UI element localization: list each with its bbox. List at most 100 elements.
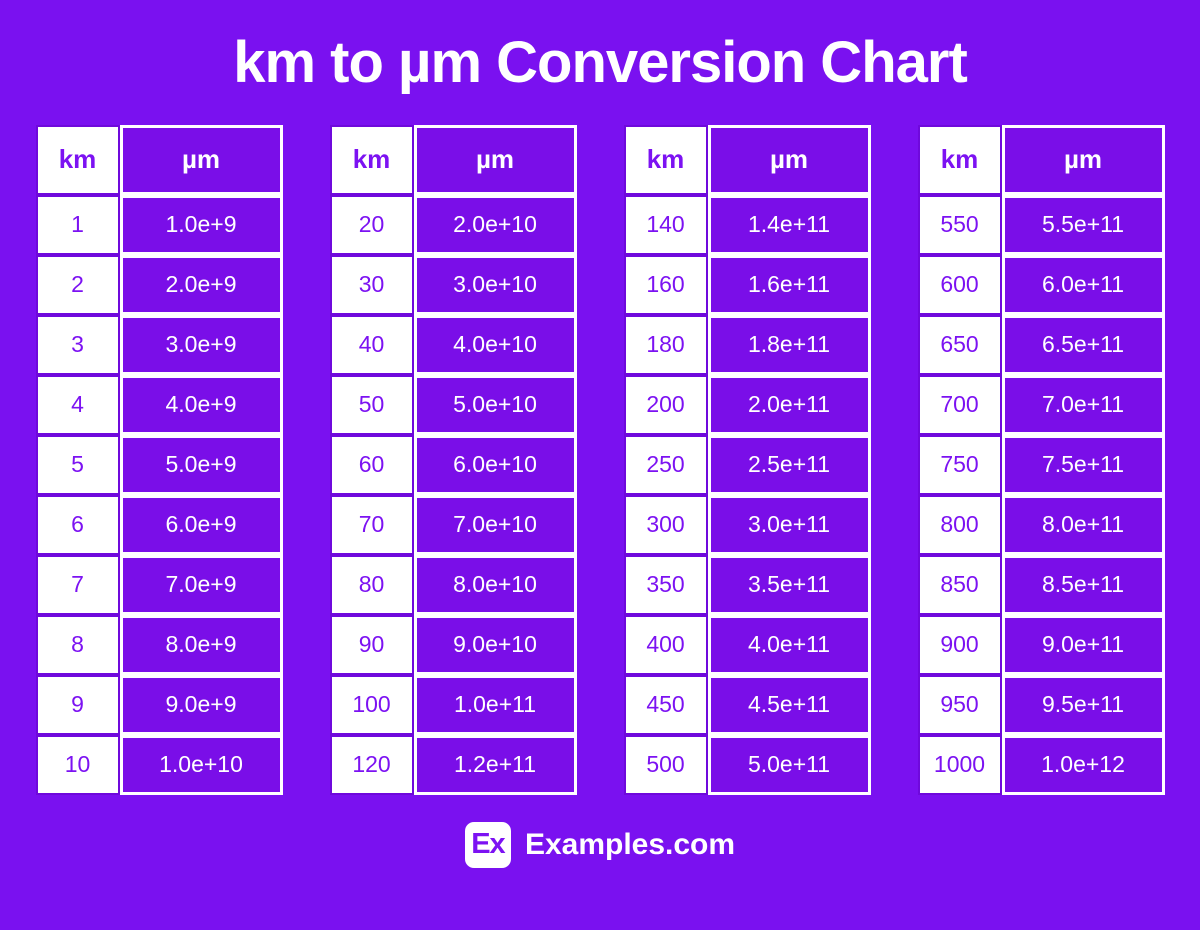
table-row: 550 5.5e+11 — [917, 194, 1165, 255]
table-row: 400 4.0e+11 — [623, 614, 871, 675]
km-value-cell: 180 — [623, 314, 708, 375]
um-column-header: µm — [119, 124, 283, 195]
table-row: 10 1.0e+10 — [35, 734, 283, 795]
conversion-table: km µm 1 1.0e+9 2 2.0e+9 3 3.0e+9 4 4.0e+9 5 5.0e+… — [35, 124, 283, 795]
km-value-cell: 350 — [623, 554, 708, 615]
table-row: 90 9.0e+10 — [329, 614, 577, 675]
um-value-cell: 1.0e+9 — [119, 194, 283, 255]
um-value-cell: 1.8e+11 — [707, 314, 871, 375]
km-column-header: km — [917, 124, 1002, 195]
km-value-cell: 90 — [329, 614, 414, 675]
um-value-cell: 9.5e+11 — [1001, 674, 1165, 735]
um-value-cell: 4.0e+9 — [119, 374, 283, 435]
km-value-cell: 950 — [917, 674, 1002, 735]
um-value-cell: 9.0e+11 — [1001, 614, 1165, 675]
um-column-header: µm — [707, 124, 871, 195]
um-value-cell: 1.0e+10 — [119, 734, 283, 795]
km-value-cell: 9 — [35, 674, 120, 735]
um-value-cell: 5.0e+10 — [413, 374, 577, 435]
table-row: 160 1.6e+11 — [623, 254, 871, 315]
um-value-cell: 6.0e+10 — [413, 434, 577, 495]
um-column-header: µm — [1001, 124, 1165, 195]
table-row: 180 1.8e+11 — [623, 314, 871, 375]
table-row: 8 8.0e+9 — [35, 614, 283, 675]
km-value-cell: 450 — [623, 674, 708, 735]
km-value-cell: 650 — [917, 314, 1002, 375]
um-value-cell: 6.0e+11 — [1001, 254, 1165, 315]
um-column-header: µm — [413, 124, 577, 195]
examples-logo: Ex — [464, 821, 511, 868]
km-value-cell: 4 — [35, 374, 120, 435]
table-row: 140 1.4e+11 — [623, 194, 871, 255]
um-value-cell: 7.0e+10 — [413, 494, 577, 555]
table-row: 5 5.0e+9 — [35, 434, 283, 495]
table-row: 500 5.0e+11 — [623, 734, 871, 795]
um-value-cell: 6.5e+11 — [1001, 314, 1165, 375]
conversion-table: km µm 20 2.0e+10 30 3.0e+10 40 4.0e+10 50 5.0e+… — [329, 124, 577, 795]
um-value-cell: 3.0e+10 — [413, 254, 577, 315]
table-row: 2 2.0e+9 — [35, 254, 283, 315]
table-row: 950 9.5e+11 — [917, 674, 1165, 735]
km-value-cell: 200 — [623, 374, 708, 435]
km-value-cell: 600 — [917, 254, 1002, 315]
um-value-cell: 5.0e+9 — [119, 434, 283, 495]
um-value-cell: 1.4e+11 — [707, 194, 871, 255]
table-row: 3 3.0e+9 — [35, 314, 283, 375]
table-row: 600 6.0e+11 — [917, 254, 1165, 315]
km-value-cell: 10 — [35, 734, 120, 795]
km-value-cell: 750 — [917, 434, 1002, 495]
km-value-cell: 140 — [623, 194, 708, 255]
um-value-cell: 2.0e+9 — [119, 254, 283, 315]
table-row: 70 7.0e+10 — [329, 494, 577, 555]
km-value-cell: 500 — [623, 734, 708, 795]
km-value-cell: 80 — [329, 554, 414, 615]
km-value-cell: 160 — [623, 254, 708, 315]
table-header-row: km µm — [329, 124, 577, 195]
um-value-cell: 2.5e+11 — [707, 434, 871, 495]
conversion-table: km µm 140 1.4e+11 160 1.6e+11 180 1.8e+11 200 2… — [623, 124, 871, 795]
um-value-cell: 9.0e+10 — [413, 614, 577, 675]
table-header-row: km µm — [917, 124, 1165, 195]
km-value-cell: 120 — [329, 734, 414, 795]
footer: Ex Examples.com — [0, 821, 1200, 868]
table-row: 20 2.0e+10 — [329, 194, 577, 255]
km-value-cell: 700 — [917, 374, 1002, 435]
table-row: 7 7.0e+9 — [35, 554, 283, 615]
km-value-cell: 550 — [917, 194, 1002, 255]
km-column-header: km — [35, 124, 120, 195]
km-column-header: km — [623, 124, 708, 195]
um-value-cell: 8.0e+9 — [119, 614, 283, 675]
um-value-cell: 8.0e+11 — [1001, 494, 1165, 555]
examples-logo-text: Ex — [471, 828, 505, 861]
km-value-cell: 50 — [329, 374, 414, 435]
table-row: 650 6.5e+11 — [917, 314, 1165, 375]
um-value-cell: 6.0e+9 — [119, 494, 283, 555]
km-value-cell: 7 — [35, 554, 120, 615]
km-value-cell: 400 — [623, 614, 708, 675]
table-row: 4 4.0e+9 — [35, 374, 283, 435]
page: { "header": { "title": "km to µm Convers… — [0, 30, 1200, 930]
um-value-cell: 4.0e+11 — [707, 614, 871, 675]
site-name-label: Examples.com — [524, 827, 736, 861]
km-value-cell: 800 — [917, 494, 1002, 555]
um-value-cell: 2.0e+10 — [413, 194, 577, 255]
km-value-cell: 1000 — [917, 734, 1002, 795]
um-value-cell: 1.0e+11 — [413, 674, 577, 735]
km-value-cell: 60 — [329, 434, 414, 495]
table-row: 6 6.0e+9 — [35, 494, 283, 555]
table-row: 30 3.0e+10 — [329, 254, 577, 315]
um-value-cell: 3.5e+11 — [707, 554, 871, 615]
um-value-cell: 7.0e+11 — [1001, 374, 1165, 435]
table-row: 60 6.0e+10 — [329, 434, 577, 495]
um-value-cell: 3.0e+9 — [119, 314, 283, 375]
um-value-cell: 1.0e+12 — [1001, 734, 1165, 795]
km-value-cell: 3 — [35, 314, 120, 375]
km-value-cell: 6 — [35, 494, 120, 555]
km-value-cell: 2 — [35, 254, 120, 315]
um-value-cell: 4.5e+11 — [707, 674, 871, 735]
table-row: 700 7.0e+11 — [917, 374, 1165, 435]
um-value-cell: 8.5e+11 — [1001, 554, 1165, 615]
km-value-cell: 850 — [917, 554, 1002, 615]
km-value-cell: 30 — [329, 254, 414, 315]
table-header-row: km µm — [35, 124, 283, 195]
